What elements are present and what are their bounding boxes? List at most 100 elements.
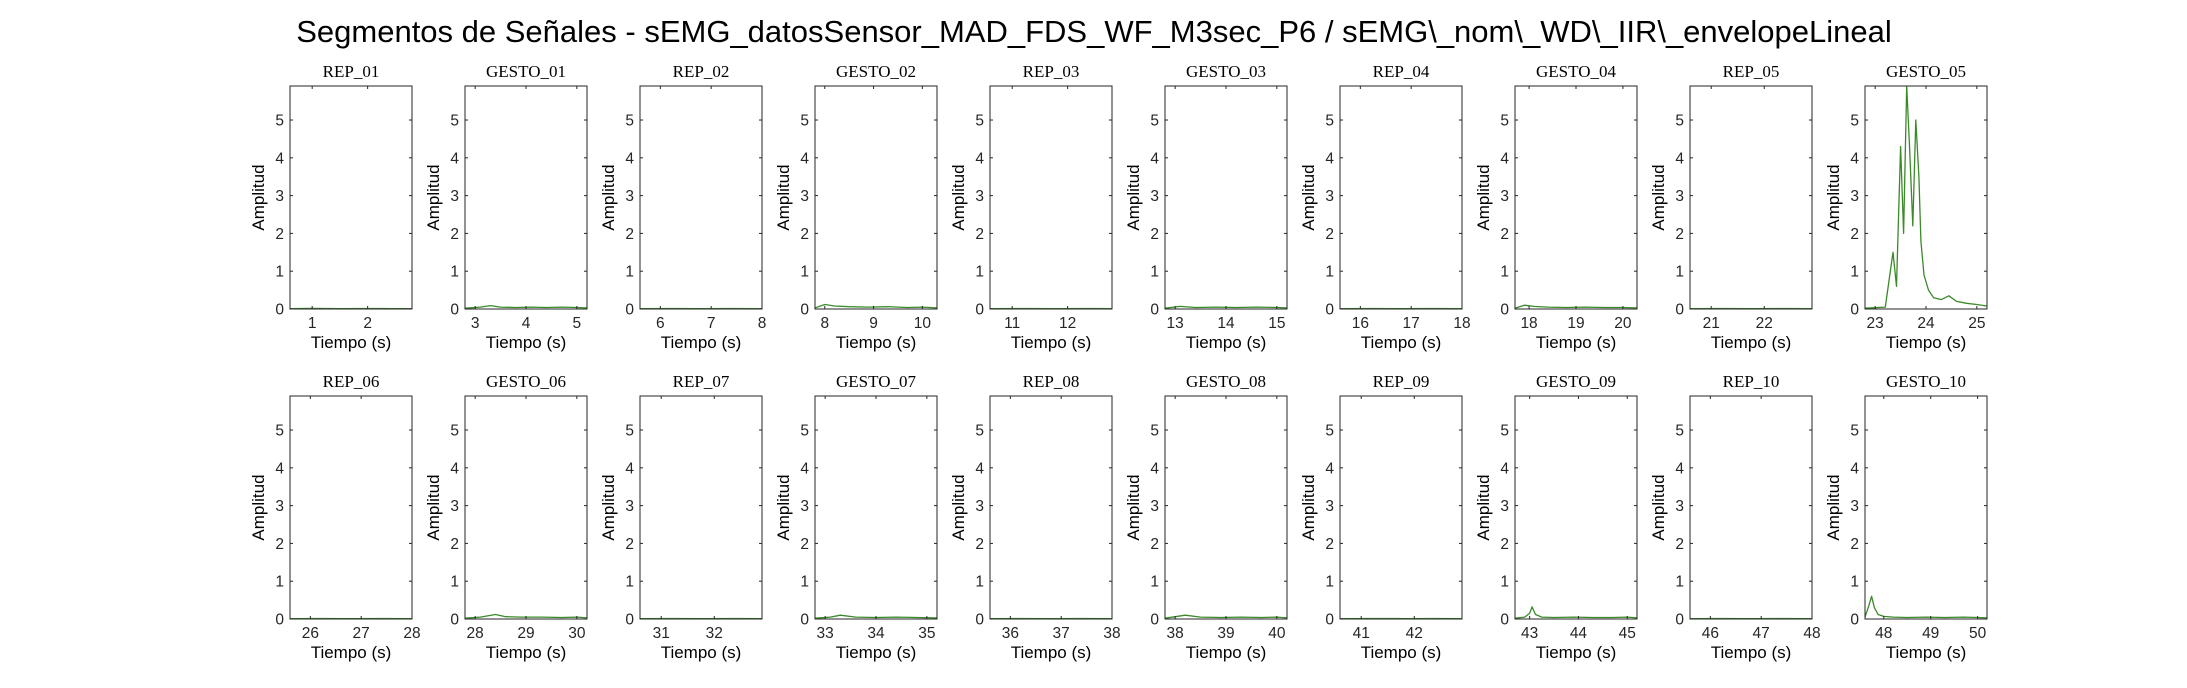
subplot-rep-02: REP_02 0 1 2 3 4 5 6 7 8 Tiempo (s) Amplitud: [599, 62, 766, 352]
subplot-title: REP_08: [1023, 372, 1080, 391]
subplot-title: REP_07: [673, 372, 730, 391]
axes-frame: [989, 85, 1113, 310]
y-axis-label: Amplitud: [1124, 164, 1143, 230]
y-axis-label: Amplitud: [249, 164, 268, 230]
y-axis-label: Amplitud: [1474, 164, 1493, 230]
y-tick-label: 2: [975, 226, 984, 243]
y-tick-label: 1: [275, 574, 284, 591]
y-tick-label: 0: [975, 302, 984, 319]
x-axis-label: Tiempo (s): [311, 643, 392, 662]
y-tick-label: 4: [1850, 150, 1859, 167]
subplot-title: REP_09: [1373, 372, 1430, 391]
axes-frame: [289, 395, 413, 620]
y-tick-label: 3: [625, 188, 634, 205]
x-axis-label: Tiempo (s): [1361, 333, 1442, 352]
subplot-title: REP_01: [323, 62, 380, 81]
axes-frame: [1514, 395, 1638, 620]
axes-frame: [1864, 395, 1988, 620]
subplot-title: GESTO_08: [1186, 372, 1266, 391]
y-tick-label: 3: [800, 498, 809, 515]
y-tick-label: 0: [275, 612, 284, 629]
y-tick-label: 1: [625, 264, 634, 281]
y-tick-label: 1: [450, 574, 459, 591]
y-tick-label: 1: [1150, 264, 1159, 281]
y-tick-label: 0: [1850, 612, 1859, 629]
y-tick-label: 2: [1150, 536, 1159, 553]
series-line: [815, 303, 937, 309]
subplot-title: REP_05: [1723, 62, 1780, 81]
y-tick-label: 5: [975, 423, 984, 440]
subplot-title: GESTO_10: [1886, 372, 1966, 391]
y-tick-label: 1: [800, 574, 809, 591]
x-tick-label: 22: [1756, 315, 1773, 332]
x-tick-label: 14: [1217, 315, 1235, 332]
y-tick-label: 0: [975, 612, 984, 629]
x-axis-label: Tiempo (s): [1536, 333, 1617, 352]
y-tick-label: 1: [625, 574, 634, 591]
y-tick-label: 1: [1500, 574, 1509, 591]
x-tick-label: 13: [1167, 315, 1184, 332]
y-tick-label: 5: [975, 113, 984, 130]
y-tick-label: 5: [1150, 423, 1159, 440]
y-tick-label: 5: [275, 423, 284, 440]
axes-frame: [1339, 85, 1463, 310]
x-axis-label: Tiempo (s): [1361, 643, 1442, 662]
y-tick-label: 0: [450, 612, 459, 629]
subplot-title: REP_04: [1373, 62, 1430, 81]
series-line: [1865, 86, 1987, 309]
y-tick-label: 1: [1150, 574, 1159, 591]
x-tick-label: 33: [817, 625, 834, 642]
x-tick-label: 30: [568, 625, 586, 642]
axes-frame: [1689, 395, 1813, 620]
x-tick-label: 4: [522, 315, 531, 332]
x-tick-label: 31: [653, 625, 670, 642]
x-axis-label: Tiempo (s): [1886, 643, 1967, 662]
x-axis-label: Tiempo (s): [1711, 643, 1792, 662]
y-tick-label: 0: [625, 302, 634, 319]
y-tick-label: 2: [275, 536, 284, 553]
subplot-title: GESTO_05: [1886, 62, 1966, 81]
x-axis-label: Tiempo (s): [1186, 643, 1267, 662]
series-line: [1515, 304, 1637, 309]
x-tick-label: 29: [517, 625, 534, 642]
x-tick-label: 42: [1406, 625, 1423, 642]
y-tick-label: 3: [975, 498, 984, 515]
y-tick-label: 2: [1675, 226, 1684, 243]
x-tick-label: 11: [1004, 315, 1020, 332]
y-tick-label: 4: [1500, 460, 1509, 477]
axes-frame: [1689, 85, 1813, 310]
y-tick-label: 5: [1500, 113, 1509, 130]
y-tick-label: 4: [1675, 460, 1684, 477]
x-axis-label: Tiempo (s): [311, 333, 392, 352]
y-tick-label: 0: [1325, 612, 1334, 629]
y-tick-label: 4: [800, 150, 809, 167]
y-tick-label: 2: [800, 536, 809, 553]
x-tick-label: 20: [1614, 315, 1632, 332]
x-tick-label: 39: [1217, 625, 1234, 642]
y-tick-label: 0: [1150, 302, 1159, 319]
x-tick-label: 38: [1167, 625, 1184, 642]
y-tick-label: 1: [800, 264, 809, 281]
x-tick-label: 16: [1352, 315, 1369, 332]
y-tick-label: 5: [450, 113, 459, 130]
y-tick-label: 3: [1675, 498, 1684, 515]
x-axis-label: Tiempo (s): [661, 643, 742, 662]
y-axis-label: Amplitud: [249, 474, 268, 540]
x-axis-label: Tiempo (s): [486, 643, 567, 662]
x-tick-label: 27: [353, 625, 370, 642]
y-axis-label: Amplitud: [949, 474, 968, 540]
x-tick-label: 21: [1703, 315, 1720, 332]
y-tick-label: 2: [1675, 536, 1684, 553]
x-tick-label: 18: [1453, 315, 1470, 332]
y-tick-label: 4: [1150, 460, 1159, 477]
subplot-title: REP_06: [323, 372, 380, 391]
y-tick-label: 0: [1500, 302, 1509, 319]
series-line: [1165, 614, 1287, 619]
series-line: [815, 614, 937, 619]
